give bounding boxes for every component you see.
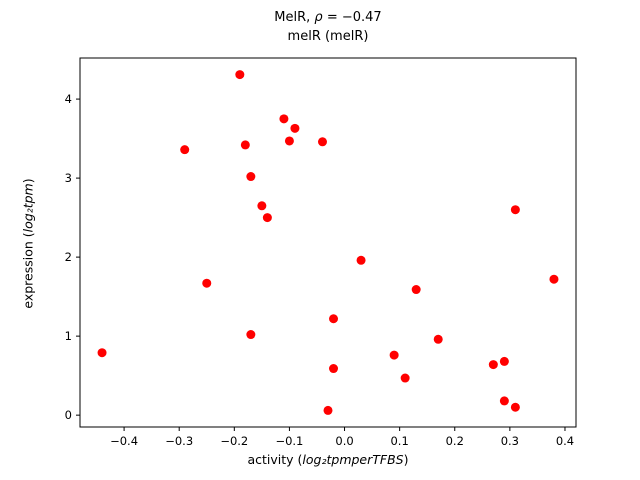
data-point	[279, 114, 289, 124]
data-point	[356, 255, 366, 265]
data-point	[499, 356, 509, 366]
x-tick-label: −0.2	[220, 434, 248, 448]
title-correlation-value: = −0.47	[322, 10, 382, 25]
data-point	[246, 330, 256, 340]
data-point	[180, 145, 190, 155]
data-point	[317, 137, 327, 147]
data-point	[329, 314, 339, 324]
data-point	[400, 373, 410, 383]
y-tick-label: 4	[65, 92, 72, 106]
x-tick-label: 0.3	[501, 434, 519, 448]
x-axis-label-math: log₂tpmperTFBS	[302, 452, 404, 467]
y-tick-label: 0	[65, 408, 72, 422]
title-prefix: MelR,	[274, 10, 315, 25]
x-axis-label-suffix: )	[403, 452, 409, 467]
y-tick-label: 2	[65, 250, 72, 264]
x-tick-label: 0.1	[390, 434, 408, 448]
data-point	[389, 350, 399, 360]
title-rho-symbol: ρ	[314, 10, 323, 25]
chart-title-line2: melR (melR)	[287, 29, 369, 44]
data-point	[499, 396, 509, 406]
x-tick-label: 0.2	[446, 434, 464, 448]
plot-border	[79, 57, 577, 428]
data-point	[235, 70, 245, 80]
data-point	[202, 278, 212, 288]
y-axis-label-suffix: )	[20, 178, 36, 184]
y-tick-label: 1	[65, 329, 72, 343]
data-point	[290, 123, 300, 133]
x-tick-label: 0.0	[335, 434, 353, 448]
data-point	[411, 285, 421, 295]
data-point	[433, 334, 443, 344]
data-point	[329, 364, 339, 374]
x-tick-label: −0.4	[110, 434, 138, 448]
data-point	[510, 402, 520, 412]
data-point	[549, 274, 559, 284]
data-point	[246, 172, 256, 182]
y-tick-label: 3	[65, 171, 72, 185]
data-point	[257, 201, 267, 211]
x-tick-label: −0.3	[165, 434, 193, 448]
x-tick-label: 0.4	[556, 434, 574, 448]
data-point	[510, 205, 520, 215]
chart-title: MelR, ρ = −0.47 melR (melR)	[80, 8, 576, 46]
data-point	[488, 360, 498, 370]
chart-title-line1: MelR, ρ = −0.47	[80, 8, 576, 27]
y-axis-label: expression (log₂tpm)	[21, 154, 36, 334]
data-point	[240, 140, 250, 150]
y-axis-label-prefix: expression (	[20, 232, 36, 309]
x-tick-label: −0.1	[275, 434, 303, 448]
x-axis-label-prefix: activity (	[247, 452, 303, 467]
x-axis-label: activity (log₂tpmperTFBS)	[80, 452, 576, 467]
data-point	[262, 213, 272, 223]
data-point	[97, 348, 107, 358]
data-point	[284, 136, 294, 146]
data-point	[323, 405, 333, 415]
y-axis-label-math: log₂tpm	[20, 183, 36, 233]
